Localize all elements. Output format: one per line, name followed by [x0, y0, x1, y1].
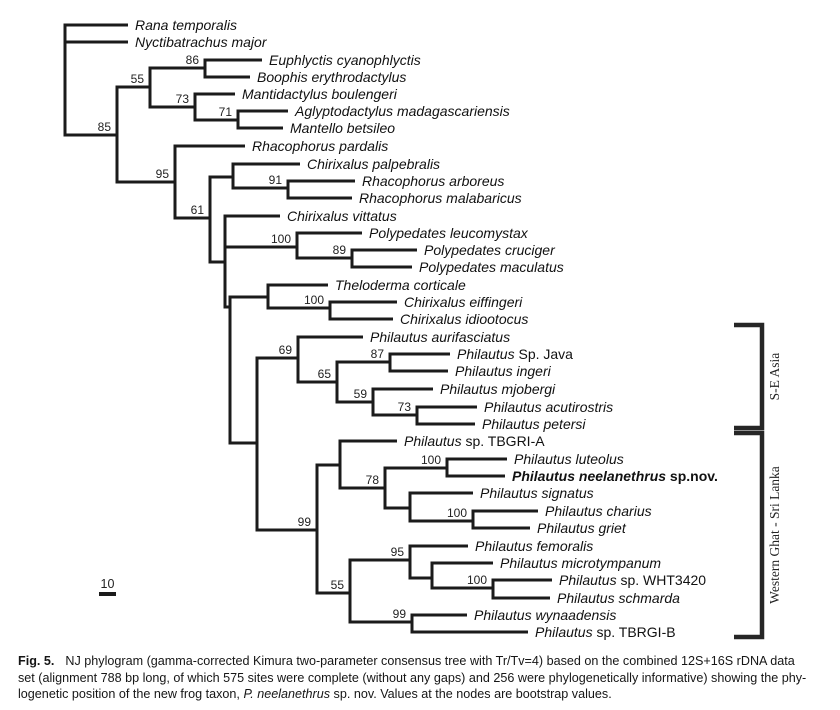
leaf-label: Philautus charius: [545, 503, 652, 519]
bootstrap-value: 69: [279, 343, 293, 357]
leaf-label: Philautus aurifasciatus: [370, 329, 510, 345]
leaf-label: Philautus petersi: [482, 416, 586, 432]
leaf-label: Mantidactylus boulengeri: [242, 86, 398, 102]
caption-line: logenetic position of the new frog taxon…: [18, 686, 822, 703]
leaf-label: Philautus sp. TBGRI-A: [404, 433, 545, 449]
bootstrap-value: 95: [156, 167, 170, 181]
leaf-label: Philautus sp. TBRGI-B: [535, 624, 676, 640]
bootstrap-value: 86: [186, 53, 200, 67]
bootstrap-value: 100: [271, 232, 291, 246]
caption-figure-label: Fig. 5.: [18, 654, 55, 668]
leaf-label: Polypedates maculatus: [419, 259, 564, 275]
clade-bracket-label: Western Ghat - Sri Lanka: [767, 466, 782, 604]
caption-text: logenetic position of the new frog taxon…: [18, 687, 244, 702]
leaf-label: Philautus femoralis: [475, 538, 593, 554]
leaf-label: Boophis erythrodactylus: [257, 69, 406, 85]
leaf-label: Philautus mjobergi: [440, 381, 556, 397]
leaf-label: Chirixalus idiootocus: [400, 311, 528, 327]
leaf-label: Philautus ingeri: [455, 363, 552, 379]
bootstrap-value: 100: [447, 506, 467, 520]
bootstrap-value: 78: [366, 473, 380, 487]
leaf-label: Polypedates cruciger: [424, 242, 556, 258]
bootstrap-value: 89: [333, 243, 347, 257]
caption-text: P. neelanethrus: [243, 687, 331, 702]
bootstrap-value: 59: [354, 387, 368, 401]
leaf-label: Philautus signatus: [480, 485, 594, 501]
leaf-label: Rhacophorus pardalis: [252, 138, 388, 154]
bootstrap-value: 99: [393, 607, 407, 621]
leaf-label: Mantello betsileo: [290, 120, 395, 136]
caption-line: set (alignment 788 bp long, of which 575…: [18, 670, 822, 687]
caption-text: NJ phylogram (gamma-corrected Kimura two…: [65, 654, 795, 668]
bootstrap-value: 99: [298, 515, 312, 529]
bootstrap-value: 71: [219, 105, 233, 119]
bootstrap-value: 87: [371, 347, 385, 361]
bootstrap-value: 100: [467, 573, 487, 587]
bootstrap-value: 61: [191, 203, 205, 217]
leaf-label: Nyctibatrachus major: [135, 34, 268, 50]
bootstrap-value: 55: [331, 578, 345, 592]
caption-line: Fig. 5. NJ phylogram (gamma-corrected Kim…: [18, 653, 822, 670]
leaf-label: Rhacophorus arboreus: [362, 173, 504, 189]
bootstrap-value: 65: [318, 367, 332, 381]
figure-caption: Fig. 5. NJ phylogram (gamma-corrected Kim…: [18, 653, 822, 703]
bootstrap-value: 91: [269, 173, 283, 187]
bootstrap-value: 55: [131, 72, 145, 86]
clade-bracket: [734, 322, 765, 431]
leaf-label: Philautus luteolus: [514, 451, 624, 467]
leaf-label: Philautus sp. WHT3420: [559, 572, 706, 588]
leaf-label: Rana temporalis: [135, 17, 237, 33]
bootstrap-value: 100: [421, 453, 441, 467]
leaf-label: Philautus acutirostris: [484, 399, 613, 415]
caption-text: set (alignment 788 bp long, of which 575…: [18, 670, 807, 685]
leaf-label: Theloderma corticale: [335, 277, 466, 293]
scale-bar-label: 10: [101, 577, 115, 591]
bootstrap-value: 95: [391, 545, 405, 559]
leaf-label: Philautus Sp. Java: [457, 346, 573, 362]
leaf-label: Chirixalus vittatus: [287, 208, 397, 224]
caption-text: sp. nov. Values at the nodes are bootstr…: [330, 687, 612, 702]
clade-bracket: [734, 430, 765, 640]
leaf-label: Chirixalus palpebralis: [307, 156, 440, 172]
leaf-label: Euphlyctis cyanophlyctis: [269, 52, 421, 68]
leaf-label: Philautus microtympanum: [500, 555, 661, 571]
leaf-label: Philautus schmarda: [557, 590, 680, 606]
bootstrap-value: 73: [398, 400, 412, 414]
clade-bracket-label: S-E Asia: [767, 353, 782, 401]
leaf-label: Aglyptodactylus madagascariensis: [294, 103, 510, 119]
leaf-label: Philautus neelanethrus sp.nov.: [512, 468, 718, 484]
leaf-label: Chirixalus eiffingeri: [404, 294, 523, 310]
leaf-label: Rhacophorus malabaricus: [359, 190, 522, 206]
leaf-label: Philautus griet: [537, 520, 627, 536]
bootstrap-value: 73: [176, 92, 190, 106]
bootstrap-value: 100: [304, 293, 324, 307]
leaf-label: Polypedates leucomystax: [369, 225, 529, 241]
bootstrap-value: 85: [98, 120, 112, 134]
leaf-label: Philautus wynaadensis: [474, 607, 616, 623]
